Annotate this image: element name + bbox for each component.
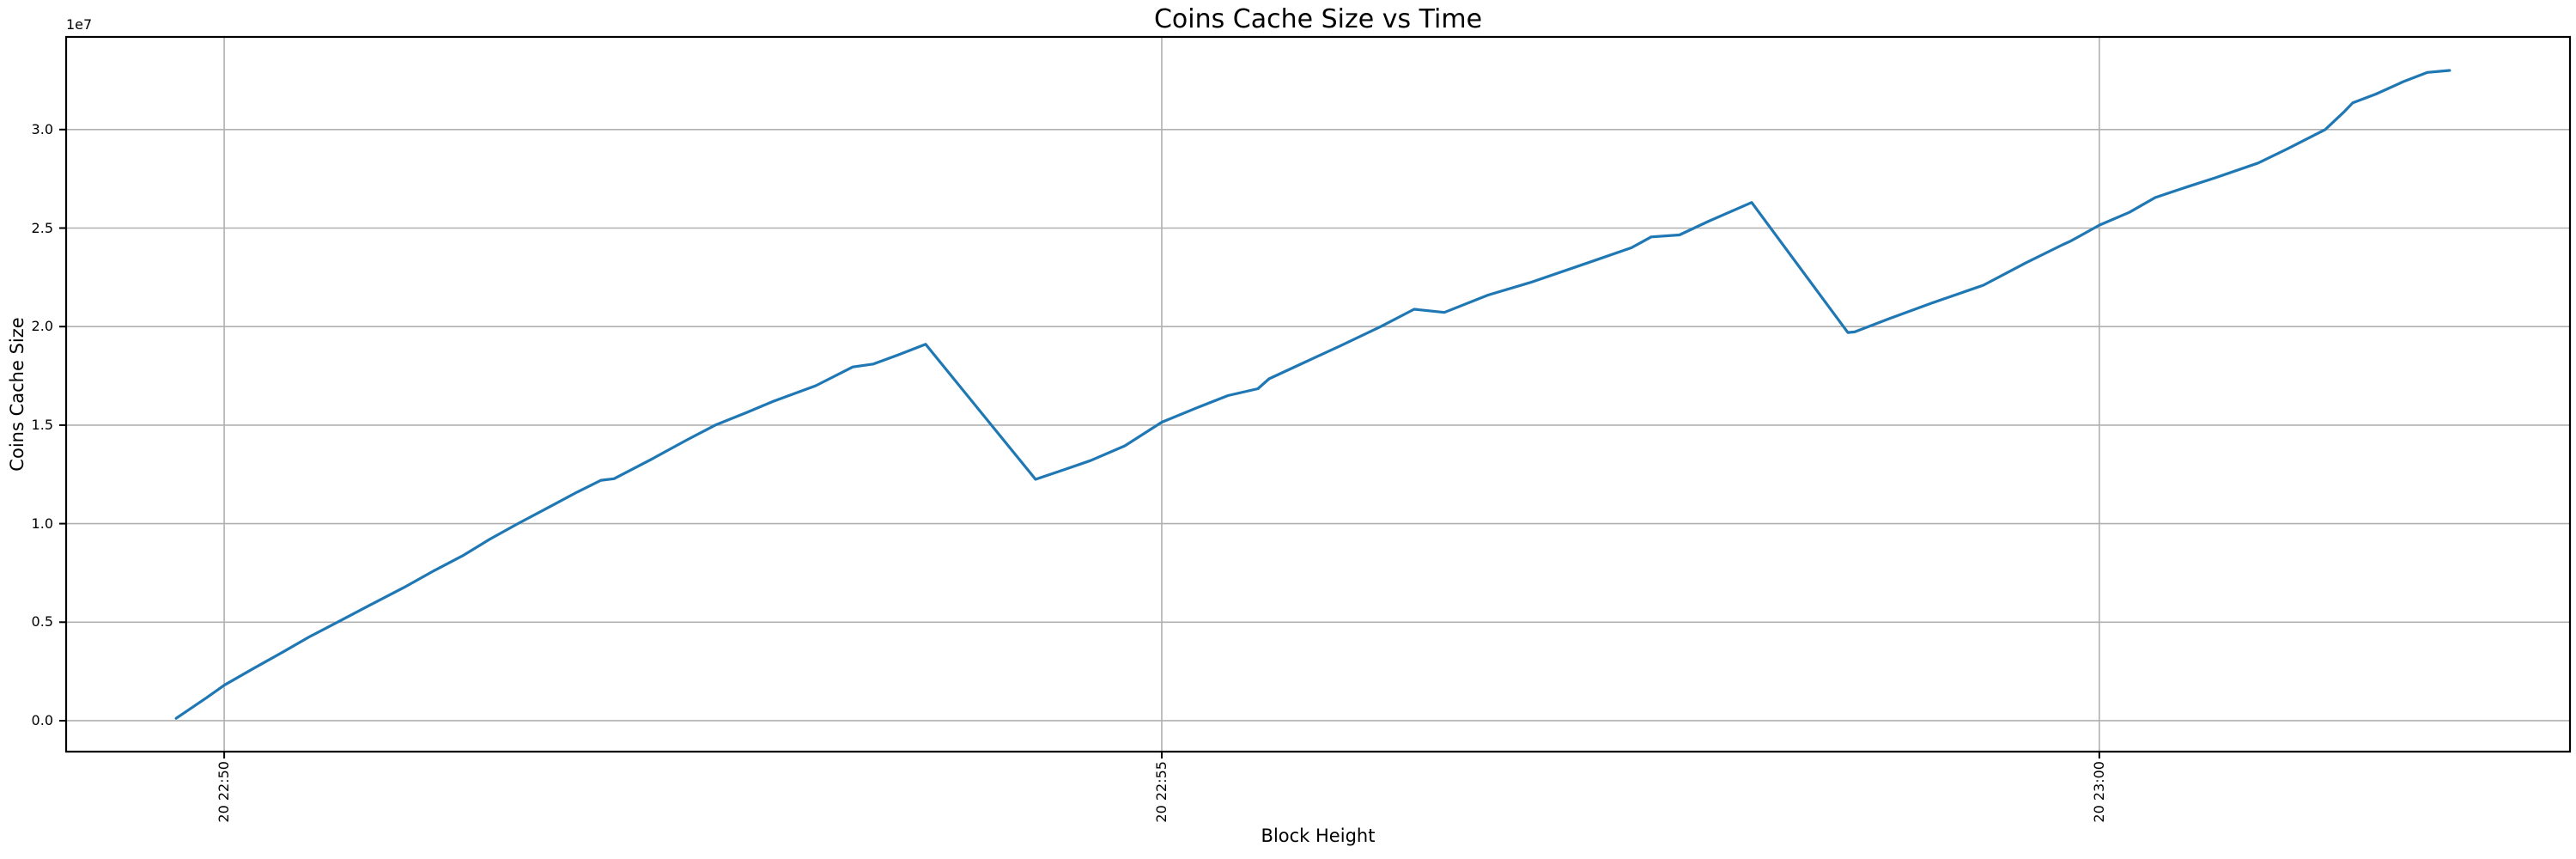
y-axis-offset-label: 1e7: [66, 16, 93, 33]
x-axis-label: Block Height: [1261, 825, 1376, 846]
y-tick-label: 3.0: [31, 120, 53, 137]
chart-title: Coins Cache Size vs Time: [1153, 4, 1483, 34]
x-tick-label: 20 23:00: [2090, 761, 2107, 823]
x-tick-label: 20 22:55: [1152, 761, 1170, 823]
y-tick-label: 1.5: [31, 416, 53, 433]
series-line: [174, 69, 2451, 720]
y-tick-label: 0.5: [31, 613, 53, 631]
x-tick-label: 20 22:50: [216, 761, 233, 823]
y-tick-label: 0.0: [31, 711, 53, 728]
plot-border: [64, 35, 2572, 753]
y-tick-label: 1.0: [31, 515, 53, 532]
y-tick-label: 2.0: [31, 318, 53, 335]
y-tick-label: 2.5: [31, 219, 53, 236]
